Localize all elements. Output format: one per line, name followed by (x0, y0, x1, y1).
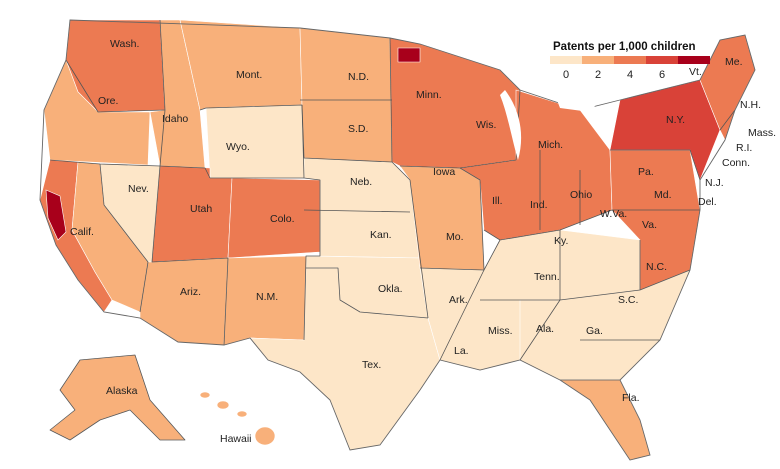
legend-swatch (550, 56, 582, 64)
label-fla: Fla. (622, 392, 640, 404)
label-wva: W.Va. (600, 208, 627, 220)
region-bay-area (45, 189, 67, 241)
legend-tick-2: 2 (595, 69, 601, 81)
region-twin-cities (397, 47, 421, 63)
label-nev: Nev. (128, 183, 149, 195)
label-ariz: Ariz. (180, 286, 201, 298)
label-neb: Neb. (350, 176, 372, 188)
region-arizona (139, 257, 229, 346)
label-mass: Mass. (748, 127, 776, 139)
label-tex: Tex. (362, 359, 381, 371)
region-dakotas (299, 27, 393, 163)
state-borders (49, 19, 736, 381)
legend-tick-0: 0 (563, 69, 569, 81)
label-hawaii: Hawaii (220, 433, 252, 445)
label-nh: N.H. (740, 99, 761, 111)
legend-tick-6: 6 (659, 69, 665, 81)
label-ala: Ala. (536, 323, 554, 335)
label-ny: N.Y. (666, 114, 685, 126)
label-kan: Kan. (370, 229, 392, 241)
legend-title: Patents per 1,000 children (553, 41, 696, 53)
label-va: Va. (642, 219, 657, 231)
legend-swatch (646, 56, 678, 64)
label-tenn: Tenn. (534, 271, 560, 283)
label-ore: Ore. (98, 95, 118, 107)
label-sc: S.C. (618, 294, 638, 306)
label-md: Md. (654, 189, 672, 201)
legend-swatch (582, 56, 614, 64)
label-wis: Wis. (476, 119, 496, 131)
us-outline (39, 19, 756, 461)
great-lakes-water (500, 90, 600, 160)
label-wyo: Wyo. (226, 141, 250, 153)
region-alaska (49, 354, 186, 441)
label-ind: Ind. (530, 199, 548, 211)
label-mont: Mont. (236, 69, 262, 81)
label-nm: N.M. (256, 291, 278, 303)
lower48-regions (39, 19, 756, 461)
label-vt: Vt. (689, 66, 702, 78)
label-pa: Pa. (638, 166, 654, 178)
label-nd: N.D. (348, 71, 369, 83)
label-alaska: Alaska (106, 385, 138, 397)
label-ri: R.I. (736, 142, 752, 154)
label-mich: Mich. (538, 139, 563, 151)
label-ga: Ga. (586, 325, 603, 337)
label-ill: Ill. (492, 195, 503, 207)
label-me: Me. (725, 56, 743, 68)
legend-tick-4: 4 (627, 69, 633, 81)
legend-swatch (678, 56, 710, 64)
label-ohio: Ohio (570, 189, 592, 201)
label-sd: S.D. (348, 123, 368, 135)
label-colo: Colo. (270, 213, 295, 225)
region-montana (179, 19, 303, 111)
label-mo: Mo. (446, 231, 464, 243)
label-okla: Okla. (378, 283, 403, 295)
label-utah: Utah (190, 203, 212, 215)
alaska-outline (49, 354, 186, 441)
label-ky: Ky. (554, 235, 568, 247)
legend-swatches (550, 56, 710, 64)
label-wash: Wash. (110, 38, 139, 50)
region-oregon (43, 59, 151, 166)
label-nc: N.C. (646, 261, 667, 273)
label-calif: Calif. (70, 226, 94, 238)
label-conn: Conn. (722, 157, 750, 169)
label-nj: N.J. (705, 177, 724, 189)
legend: Patents per 1,000 children 0 2 4 6 (550, 41, 710, 81)
label-iowa: Iowa (433, 166, 455, 178)
label-idaho: Idaho (162, 113, 188, 125)
state-labels: Wash. Ore. Calif. Nev. Idaho Mont. Wyo. … (70, 38, 776, 445)
hawaii-islands (199, 391, 276, 446)
label-la: La. (454, 345, 469, 357)
region-wyoming (205, 104, 305, 179)
label-minn: Minn. (416, 89, 442, 101)
label-del: Del. (698, 196, 717, 208)
label-ark: Ark. (449, 294, 468, 306)
legend-swatch (614, 56, 646, 64)
label-miss: Miss. (488, 325, 513, 337)
